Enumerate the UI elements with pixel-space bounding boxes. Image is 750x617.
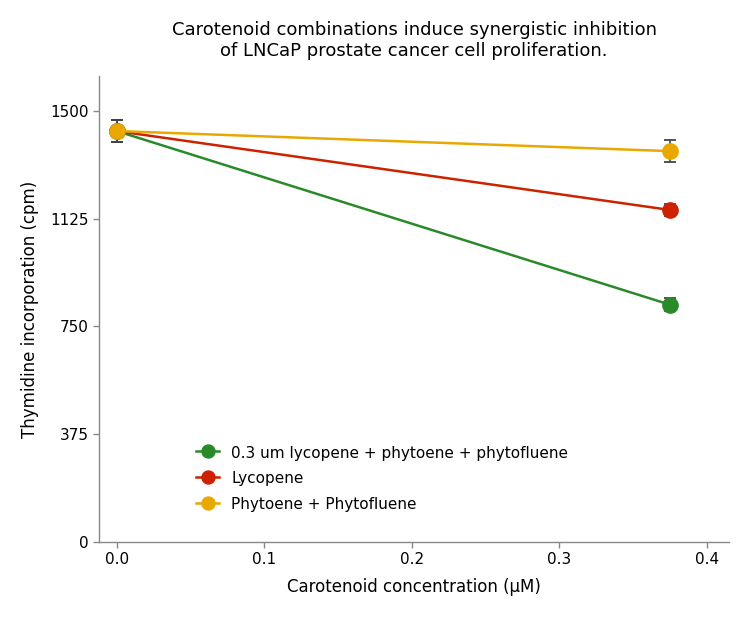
X-axis label: Carotenoid concentration (μM): Carotenoid concentration (μM) (287, 578, 541, 596)
Y-axis label: Thymidine incorporation (cpm): Thymidine incorporation (cpm) (21, 180, 39, 437)
Legend: 0.3 um lycopene + phytoene + phytofluene, Lycopene, Phytoene + Phytofluene: 0.3 um lycopene + phytoene + phytofluene… (188, 437, 576, 520)
Title: Carotenoid combinations induce synergistic inhibition
of LNCaP prostate cancer c: Carotenoid combinations induce synergist… (172, 21, 656, 60)
